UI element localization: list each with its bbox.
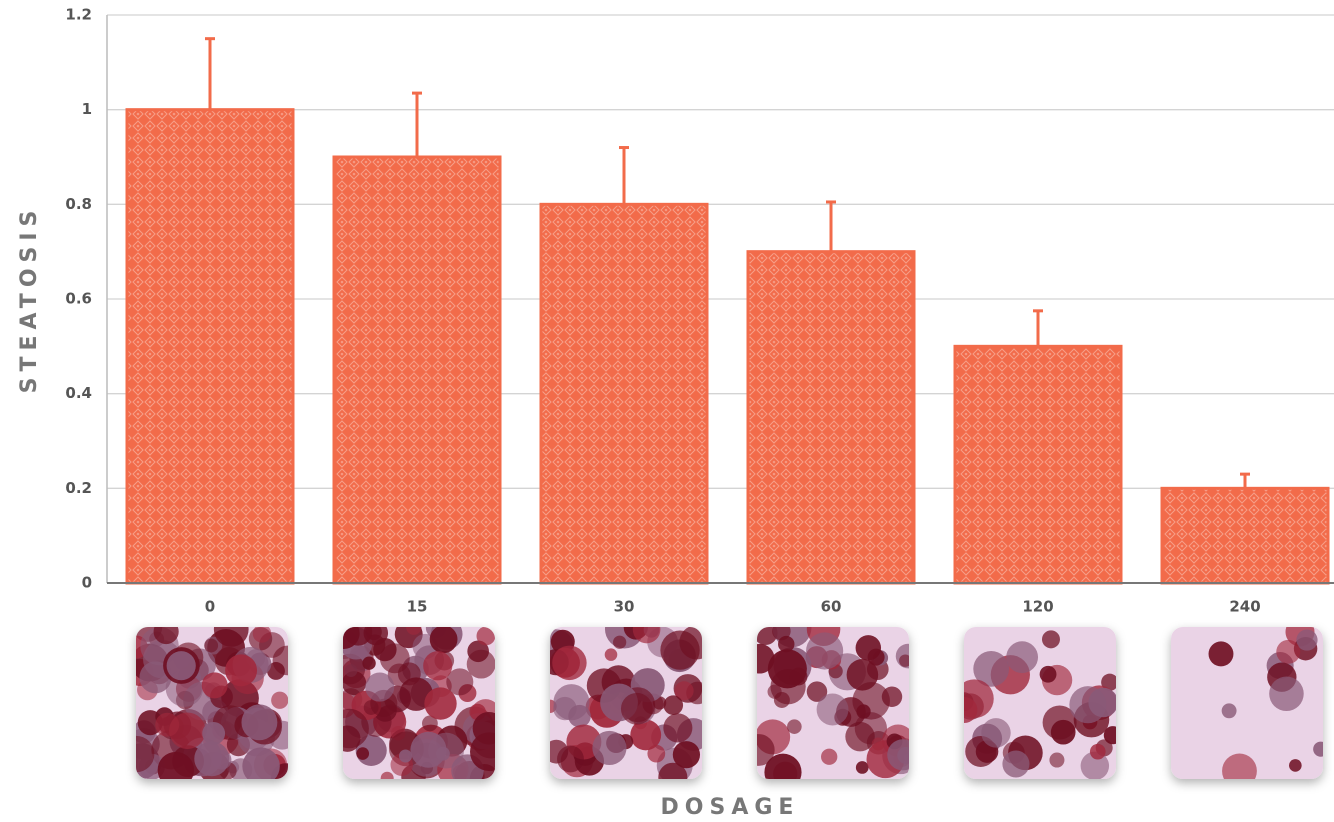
x-tick-label: 30 bbox=[614, 598, 635, 616]
bar bbox=[125, 108, 295, 585]
y-axis-title: STEATOSIS bbox=[17, 205, 42, 394]
bar bbox=[332, 155, 502, 585]
x-tick-label: 15 bbox=[407, 598, 428, 616]
y-tick-label: 0.8 bbox=[65, 195, 92, 213]
x-tick-label: 120 bbox=[1022, 598, 1053, 616]
y-tick-label: 0.6 bbox=[65, 290, 92, 308]
bar bbox=[746, 250, 916, 585]
micrograph bbox=[757, 627, 909, 779]
x-axis-title: DOSAGE bbox=[661, 795, 800, 820]
micrograph bbox=[136, 627, 288, 779]
bar bbox=[1160, 486, 1330, 585]
y-tick-label: 0 bbox=[82, 574, 92, 592]
x-tick-label: 60 bbox=[821, 598, 842, 616]
micrograph bbox=[343, 627, 495, 779]
bar bbox=[953, 344, 1123, 585]
micrograph bbox=[550, 627, 702, 779]
x-tick-label: 0 bbox=[205, 598, 215, 616]
y-tick-label: 1.2 bbox=[65, 6, 92, 24]
y-tick-label: 1 bbox=[82, 100, 92, 118]
micrograph bbox=[964, 630, 1116, 779]
x-tick-label: 240 bbox=[1229, 598, 1260, 616]
y-tick-label: 0.4 bbox=[65, 384, 92, 402]
y-tick-label: 0.2 bbox=[65, 479, 92, 497]
micrograph bbox=[1208, 627, 1323, 779]
bar bbox=[539, 202, 709, 585]
